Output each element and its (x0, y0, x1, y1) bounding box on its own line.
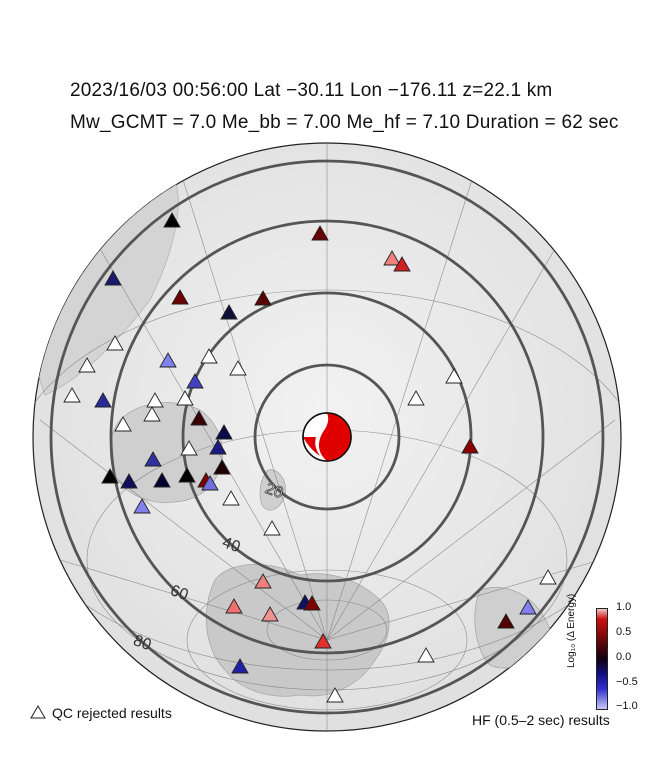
hf-results-label: HF (0.5–2 sec) results (472, 712, 610, 728)
qc-rejected-station-marker (176, 390, 194, 406)
station-marker (94, 392, 112, 408)
colorbar-tick: 1.0 (616, 601, 632, 613)
colorbar-tick: 0.5 (616, 626, 632, 638)
station-marker (261, 606, 279, 622)
ring-label-40: 40 (220, 534, 243, 556)
ring-labels: 20 40 60 80 (131, 480, 286, 654)
qc-triangle-icon (30, 705, 46, 719)
magnitude-info-line: Mw_GCMT = 7.0 Me_bb = 7.00 Me_hf = 7.10 … (70, 112, 619, 133)
colorbar-axis-label: Log₁₀ (Δ Energy) (566, 593, 577, 668)
station-marker (231, 658, 249, 674)
station-marker (104, 270, 122, 286)
station-marker (190, 410, 208, 426)
qc-rejected-station-marker (63, 387, 81, 403)
colorbar-tick: 0.0 (616, 651, 632, 663)
qc-rejected-station-marker (143, 406, 161, 422)
station-marker (311, 225, 329, 241)
energy-colorbar (596, 608, 608, 710)
station-marker (171, 289, 189, 305)
station-marker (215, 424, 233, 440)
qc-rejected-station-marker (106, 335, 124, 351)
station-marker (153, 472, 171, 488)
station-marker (314, 633, 332, 649)
qc-rejected-station-marker (229, 360, 247, 376)
colorbar-tick: −0.5 (616, 676, 638, 688)
ring-label-60: 60 (168, 582, 191, 604)
station-marker (186, 373, 204, 389)
qc-rejected-station-marker (180, 440, 198, 456)
station-marker (225, 598, 243, 614)
station-marker (133, 498, 151, 514)
event-info-line: 2023/16/03 00:56:00 Lat −30.11 Lon −176.… (70, 80, 553, 101)
station-marker (120, 473, 138, 489)
station-marker (393, 256, 411, 272)
graticule (33, 143, 621, 731)
station-marker (209, 439, 227, 455)
station-markers (63, 212, 557, 703)
station-marker (201, 475, 219, 491)
qc-rejected-station-marker (146, 392, 164, 408)
qc-rejected-station-marker (407, 390, 425, 406)
station-marker (101, 468, 119, 484)
station-marker (144, 451, 162, 467)
station-marker (383, 250, 401, 266)
qc-rejected-station-marker (417, 647, 435, 663)
station-marker (163, 212, 181, 228)
qc-rejected-station-marker (222, 490, 240, 506)
station-marker (213, 459, 231, 475)
qc-rejected-station-marker (326, 687, 344, 703)
colorbar-tick: −1.0 (616, 700, 638, 712)
ring-label-20: 20 (263, 480, 286, 502)
qc-rejected-station-marker (200, 348, 218, 364)
qc-rejected-station-marker (263, 520, 281, 536)
ring-label-80: 80 (131, 632, 154, 654)
qc-rejected-station-marker (445, 368, 463, 384)
station-marker (461, 438, 479, 454)
antarctica-land (206, 564, 390, 697)
station-marker (303, 595, 321, 611)
station-marker (220, 304, 238, 320)
focal-mechanism-beachball (302, 412, 352, 462)
qc-rejected-station-marker (78, 357, 96, 373)
qc-rejected-station-marker (539, 569, 557, 585)
qc-legend-label: QC rejected results (52, 705, 172, 721)
station-marker (497, 613, 515, 629)
station-marker (159, 352, 177, 368)
station-marker (178, 467, 196, 483)
new-zealand-land (259, 469, 286, 511)
station-marker (519, 599, 537, 615)
distance-rings (49, 159, 605, 715)
qc-rejected-station-marker (114, 416, 132, 432)
station-marker (254, 290, 272, 306)
station-marker (254, 573, 272, 589)
qc-legend: QC rejected results (30, 705, 172, 721)
